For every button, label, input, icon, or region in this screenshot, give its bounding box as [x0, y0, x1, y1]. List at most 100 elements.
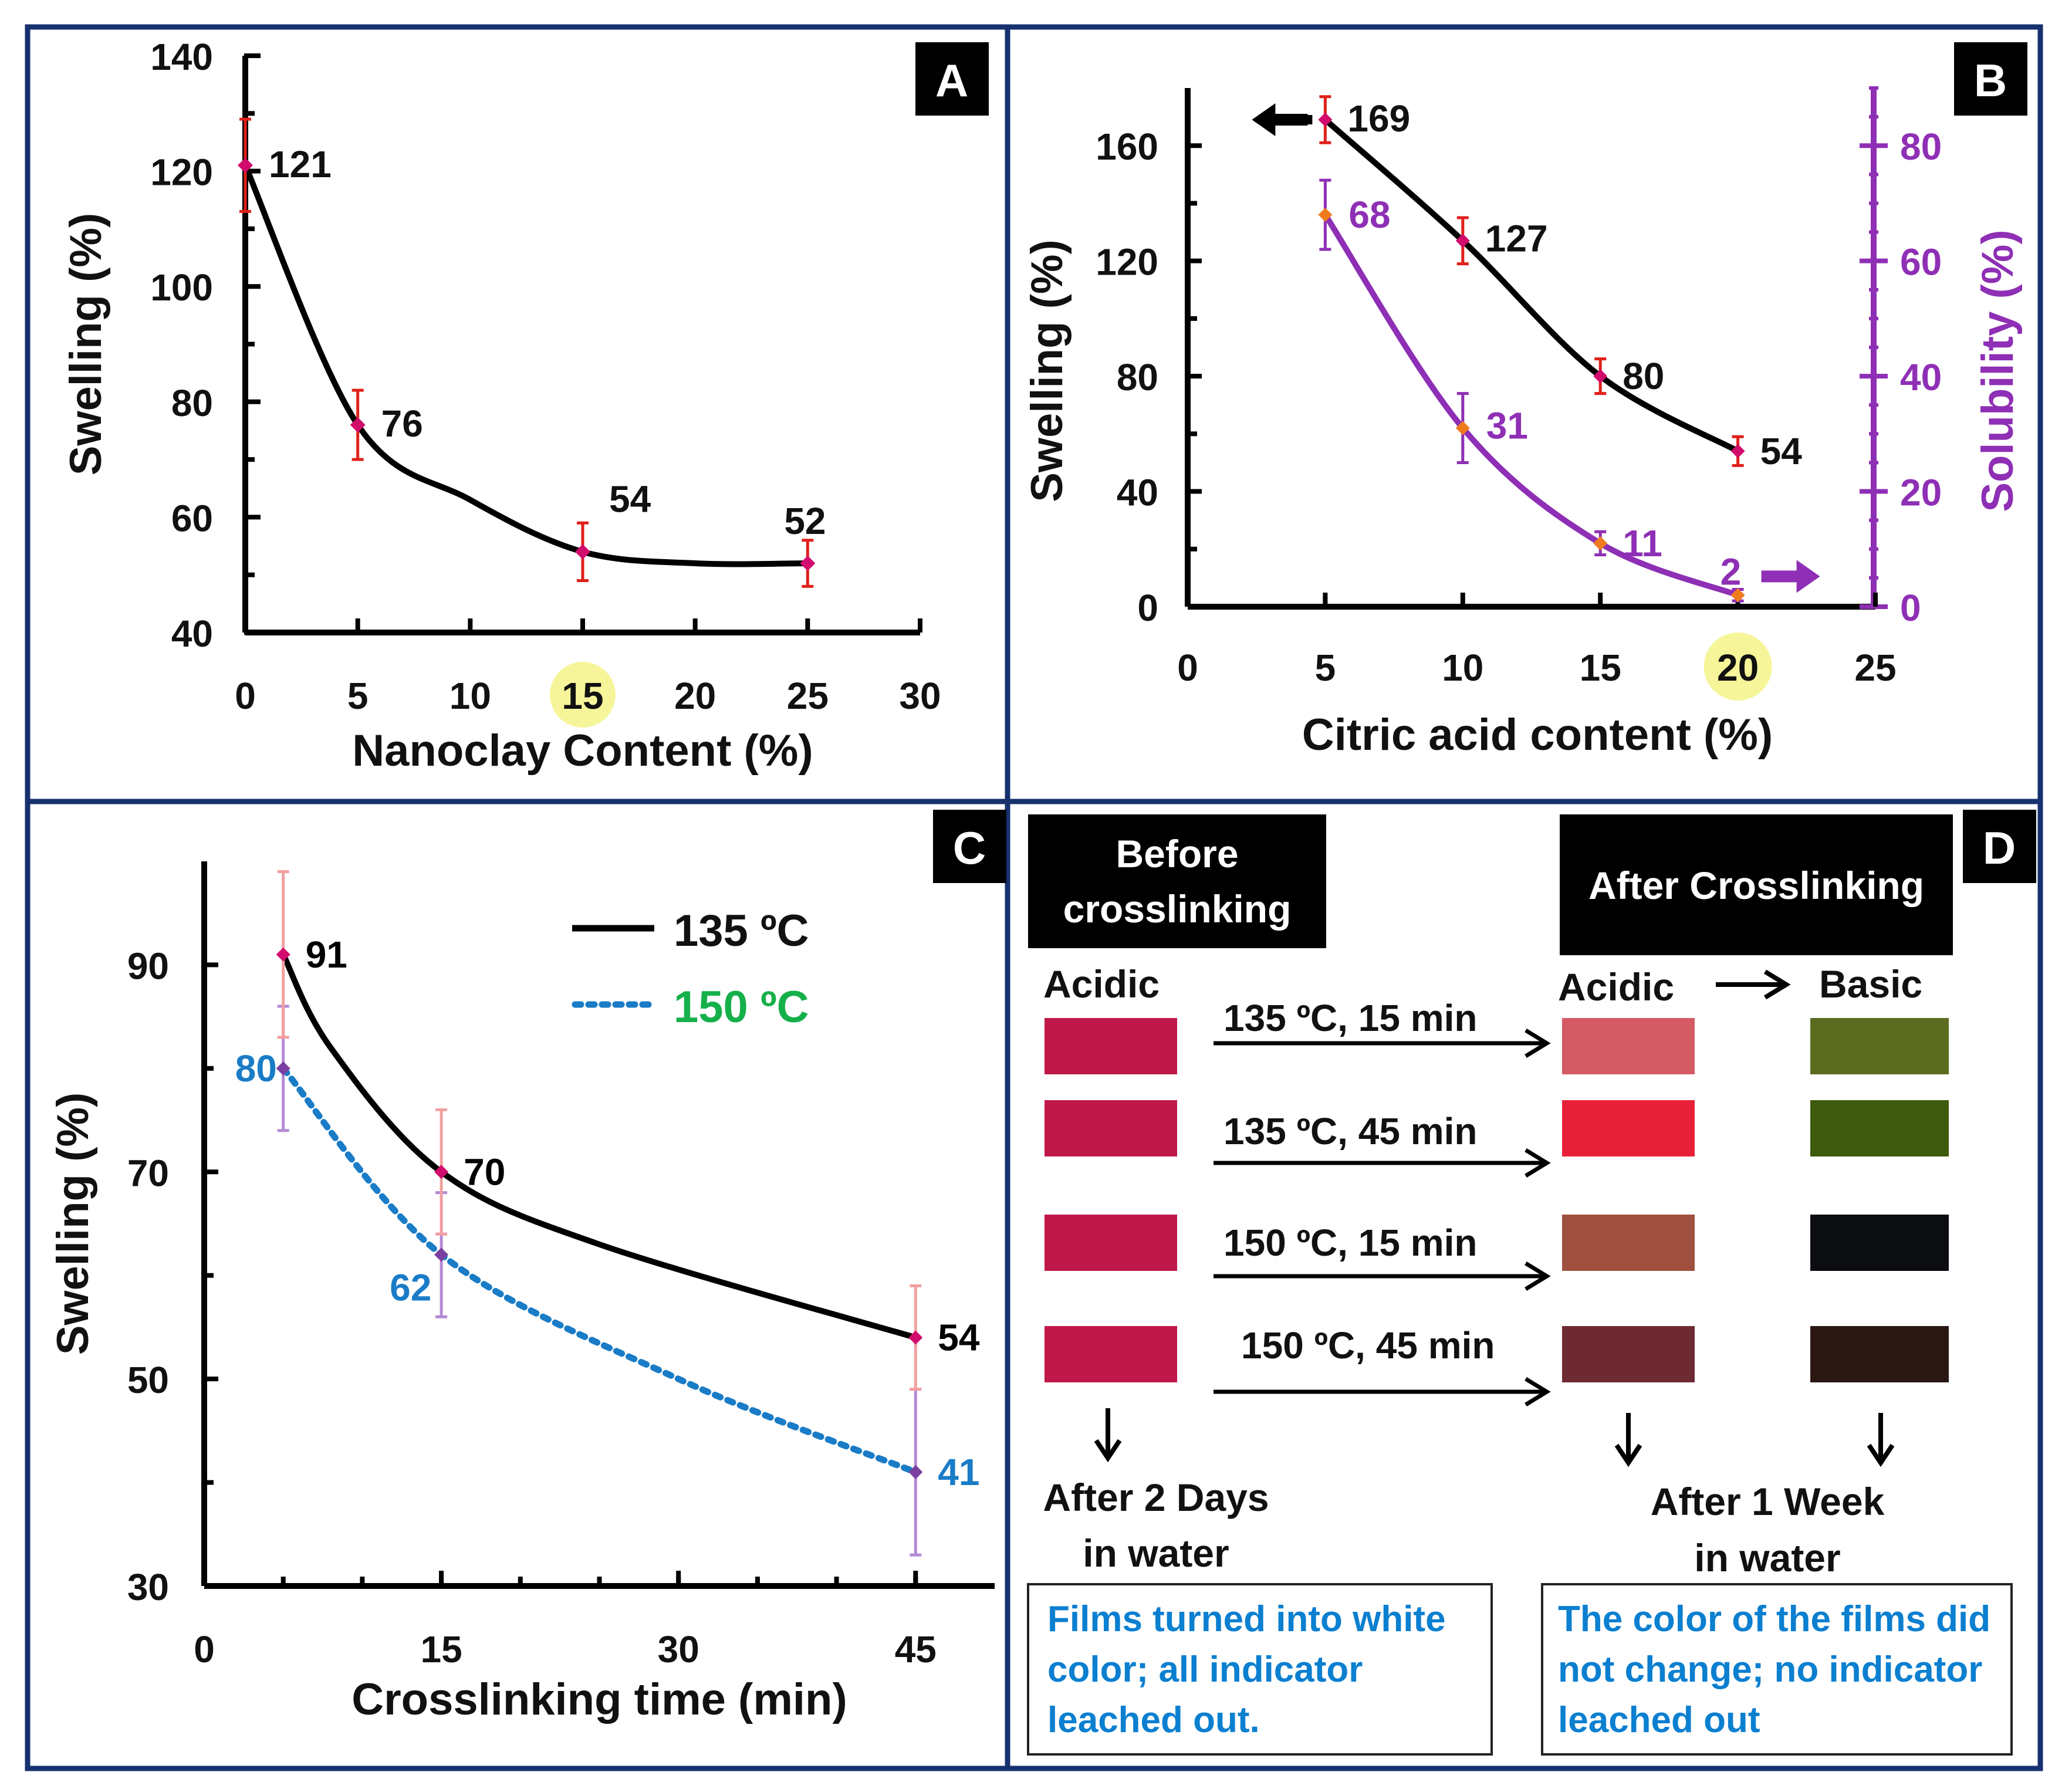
- svg-text:Before: Before: [1116, 832, 1238, 875]
- data-point: [276, 947, 290, 962]
- x-tick-label: 0: [194, 1628, 215, 1670]
- chart-b: 0 40 80 120 160 0 20 40 60 80 0 5 10 15 20 25 Citric aci…: [1022, 86, 2023, 760]
- y2-tick-label: 0: [1900, 587, 1921, 629]
- y-tick-label: 80: [1117, 356, 1158, 398]
- after-acidic-film-swatch: [1562, 1100, 1695, 1156]
- y-tick-label: 120: [150, 151, 213, 194]
- data-point: [1455, 421, 1470, 435]
- svg-text:crosslinking: crosslinking: [1063, 887, 1292, 931]
- right-note-line3: leached out: [1558, 1700, 1760, 1740]
- left-note-line2: color; all indicator: [1047, 1649, 1363, 1690]
- right-note-line2: not change; no indicator: [1558, 1649, 1982, 1690]
- legend-label-135: 135 ºC: [674, 906, 809, 956]
- acidic-left-label: Acidic: [1043, 962, 1160, 1006]
- legend-label-150: 150 ºC: [674, 982, 809, 1032]
- condition-arrow-head: [1525, 1377, 1551, 1406]
- x-tick-label: 0: [1177, 647, 1198, 689]
- x-tick-highlight: [1703, 633, 1772, 701]
- x-tick-label: 10: [1442, 647, 1483, 689]
- series-swelling-line: [1323, 117, 1739, 454]
- y-tick-label: 40: [171, 613, 213, 655]
- y-axis-label: Swelling (%): [1022, 239, 1072, 502]
- y-tick-label: 60: [171, 497, 213, 539]
- data-point: [1593, 369, 1608, 384]
- data-label: 121: [269, 143, 332, 185]
- data-label: 80: [1623, 355, 1664, 397]
- right-caption-line2: in water: [1694, 1536, 1840, 1580]
- x-tick-label: 30: [658, 1628, 699, 1670]
- after-basic-film-swatch: [1810, 1215, 1949, 1271]
- condition-label: 150 ºC, 45 min: [1241, 1324, 1495, 1367]
- condition-label: 135 ºC, 15 min: [1223, 997, 1477, 1039]
- x-axis-label: Crosslinking time (min): [351, 1675, 847, 1724]
- y-tick-label: 40: [1117, 472, 1158, 514]
- y2-tick-label: 60: [1900, 241, 1942, 283]
- data-point: [1730, 444, 1745, 458]
- data-point: [908, 1330, 923, 1345]
- y-tick-label: 140: [150, 36, 213, 78]
- y-tick-label: 100: [150, 266, 213, 309]
- y-tick-label: 160: [1096, 126, 1158, 168]
- before-film-swatch: [1045, 1018, 1177, 1074]
- y-tick-label: 120: [1096, 241, 1158, 283]
- x-tick-label: 45: [895, 1628, 937, 1670]
- after-acidic-film-swatch: [1562, 1326, 1695, 1382]
- condition-arrow-head: [1525, 1148, 1551, 1178]
- panel-c-letter: C: [933, 810, 1006, 883]
- before-film-swatch: [1045, 1215, 1177, 1271]
- data-label: 70: [464, 1151, 505, 1193]
- acidic-to-basic-arrow: [1716, 969, 1791, 1000]
- panel-d-diagram: Before crosslinking After Crosslinking A…: [1027, 814, 2013, 1756]
- data-label: 127: [1485, 217, 1548, 259]
- x-tick-label: 15: [562, 675, 603, 717]
- after-acidic-film-swatch: [1562, 1215, 1695, 1271]
- data-label: 54: [1760, 430, 1803, 472]
- left-caption-line2: in water: [1083, 1531, 1229, 1575]
- y-tick-label: 80: [171, 382, 213, 424]
- left-note-line1: Films turned into white: [1047, 1599, 1446, 1639]
- x-axis-label: Citric acid content (%): [1302, 710, 1773, 760]
- y-tick-label: 30: [127, 1566, 169, 1608]
- data-point: [238, 157, 253, 173]
- data-point: [1318, 208, 1333, 222]
- x-tick-label: 15: [1580, 647, 1621, 689]
- data-point: [350, 417, 366, 433]
- series-swelling-line: [242, 164, 808, 567]
- x-tick-label: 25: [787, 675, 829, 717]
- svg-text:C: C: [953, 822, 986, 874]
- after-header: After Crosslinking: [1560, 814, 1953, 955]
- right-note-box: The color of the films did not change; n…: [1541, 1583, 2013, 1756]
- x-tick-label: 0: [235, 675, 256, 717]
- data-point: [1318, 113, 1333, 127]
- left-note-box: Films turned into white color; all indic…: [1027, 1583, 1493, 1756]
- left-caption-line1: After 2 Days: [1043, 1476, 1269, 1519]
- panel-d-letter: D: [1963, 810, 2036, 883]
- svg-text:D: D: [1983, 822, 2016, 874]
- data-point: [908, 1465, 923, 1479]
- y-tick-label: 0: [1137, 587, 1158, 629]
- series-150-line: [280, 1065, 919, 1476]
- data-point: [800, 556, 816, 571]
- before-film-swatch: [1045, 1100, 1177, 1156]
- series-135-line: [280, 953, 917, 1341]
- data-point: [1455, 234, 1470, 248]
- solubility-axis-arrow: [1761, 560, 1820, 593]
- data-label: 169: [1347, 97, 1410, 140]
- x-axis-label: Nanoclay Content (%): [352, 726, 813, 776]
- data-point: [1593, 536, 1608, 550]
- panel-b-letter: B: [1954, 42, 2027, 116]
- y-axis-label: Swelling (%): [48, 1093, 98, 1355]
- x-tick-label: 15: [421, 1628, 462, 1670]
- x-tick-label: 20: [1717, 647, 1759, 689]
- x-tick-label: 5: [347, 675, 369, 717]
- x-tick-label: 20: [674, 675, 716, 717]
- data-label: 11: [1623, 522, 1662, 564]
- x-tick-label: 25: [1854, 647, 1896, 689]
- y2-axis-label: Solubility (%): [1973, 229, 2023, 512]
- svg-text:After Crosslinking: After Crosslinking: [1588, 864, 1924, 907]
- left-note-line3: leached out.: [1047, 1700, 1260, 1740]
- y-tick-label: 50: [127, 1359, 169, 1401]
- y-tick-label: 90: [127, 945, 169, 987]
- after-basic-film-swatch: [1810, 1326, 1949, 1382]
